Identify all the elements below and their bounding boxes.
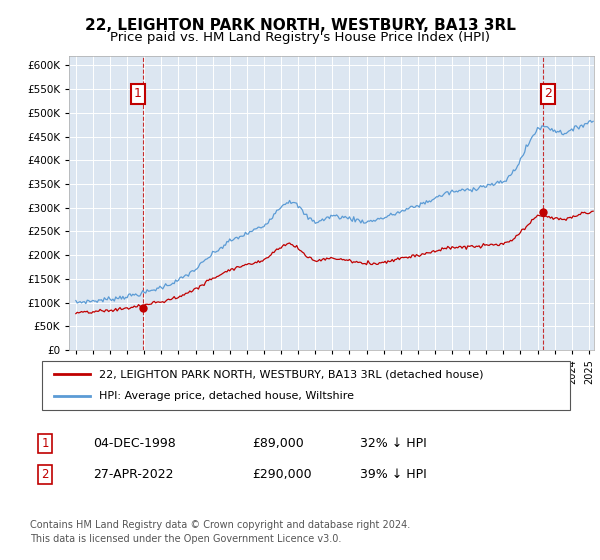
Text: 1: 1	[134, 87, 142, 100]
Text: 39% ↓ HPI: 39% ↓ HPI	[360, 468, 427, 482]
Text: £290,000: £290,000	[252, 468, 311, 482]
Text: 04-DEC-1998: 04-DEC-1998	[93, 437, 176, 450]
Text: 1: 1	[41, 437, 49, 450]
Text: Price paid vs. HM Land Registry's House Price Index (HPI): Price paid vs. HM Land Registry's House …	[110, 31, 490, 44]
Text: 27-APR-2022: 27-APR-2022	[93, 468, 173, 482]
Text: 22, LEIGHTON PARK NORTH, WESTBURY, BA13 3RL (detached house): 22, LEIGHTON PARK NORTH, WESTBURY, BA13 …	[99, 370, 484, 380]
Text: Contains HM Land Registry data © Crown copyright and database right 2024.
This d: Contains HM Land Registry data © Crown c…	[30, 520, 410, 544]
Text: HPI: Average price, detached house, Wiltshire: HPI: Average price, detached house, Wilt…	[99, 391, 354, 401]
Text: £89,000: £89,000	[252, 437, 304, 450]
Text: 2: 2	[544, 87, 552, 100]
Text: 22, LEIGHTON PARK NORTH, WESTBURY, BA13 3RL: 22, LEIGHTON PARK NORTH, WESTBURY, BA13 …	[85, 18, 515, 32]
Text: 2: 2	[41, 468, 49, 482]
Text: 32% ↓ HPI: 32% ↓ HPI	[360, 437, 427, 450]
